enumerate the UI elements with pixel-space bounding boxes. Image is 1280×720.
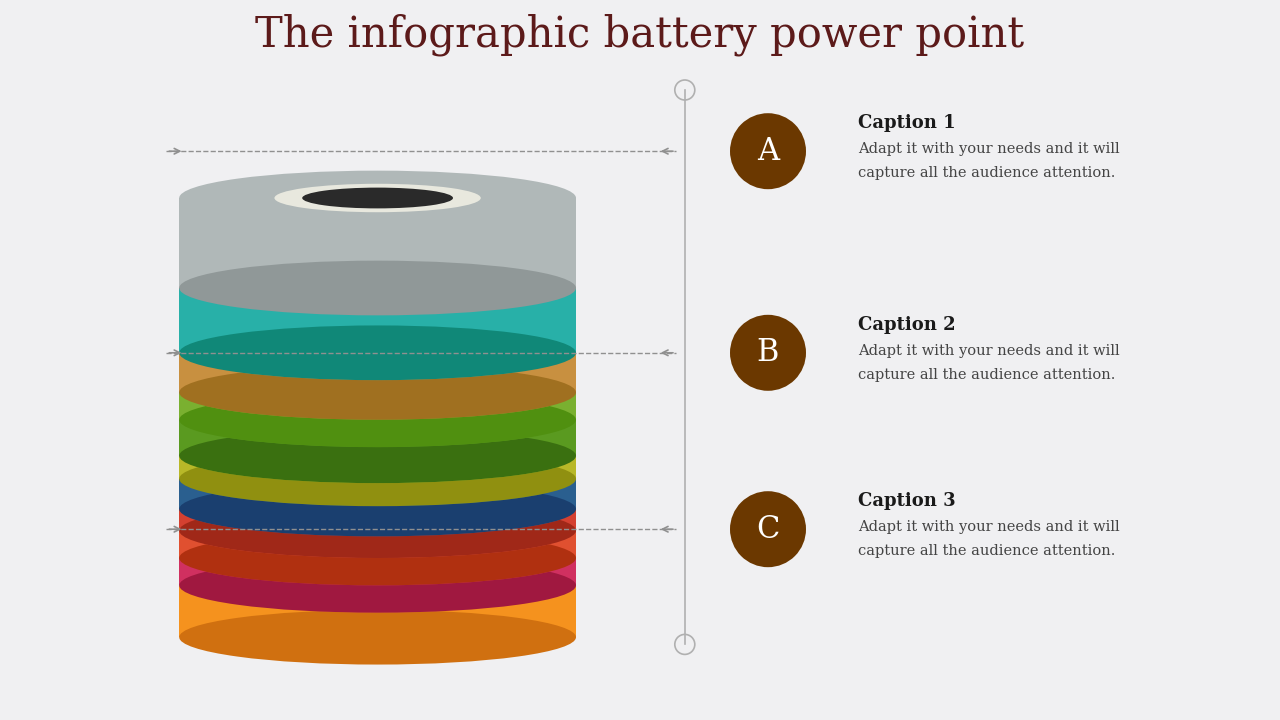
Polygon shape — [179, 392, 576, 420]
Polygon shape — [179, 288, 576, 353]
Ellipse shape — [179, 503, 576, 558]
Ellipse shape — [179, 392, 576, 447]
Circle shape — [730, 315, 806, 391]
Ellipse shape — [179, 531, 576, 585]
Ellipse shape — [274, 184, 481, 212]
Text: Caption 2: Caption 2 — [858, 316, 955, 334]
Text: B: B — [756, 337, 780, 369]
Polygon shape — [179, 531, 576, 558]
Ellipse shape — [179, 261, 576, 315]
Ellipse shape — [179, 451, 576, 506]
Ellipse shape — [179, 482, 576, 536]
Ellipse shape — [179, 325, 576, 380]
Ellipse shape — [179, 365, 576, 420]
Ellipse shape — [179, 325, 576, 380]
Ellipse shape — [179, 482, 576, 536]
Text: capture all the audience attention.: capture all the audience attention. — [858, 166, 1115, 180]
Ellipse shape — [179, 558, 576, 613]
Ellipse shape — [302, 188, 453, 208]
Polygon shape — [179, 479, 576, 509]
Ellipse shape — [179, 171, 576, 225]
Ellipse shape — [179, 428, 576, 483]
Text: Adapt it with your needs and it will: Adapt it with your needs and it will — [858, 142, 1119, 156]
Ellipse shape — [179, 365, 576, 420]
Ellipse shape — [179, 503, 576, 558]
Text: Adapt it with your needs and it will: Adapt it with your needs and it will — [858, 343, 1119, 358]
Circle shape — [730, 491, 806, 567]
Text: C: C — [756, 513, 780, 545]
Polygon shape — [179, 558, 576, 585]
Text: Caption 3: Caption 3 — [858, 492, 955, 510]
Text: Adapt it with your needs and it will: Adapt it with your needs and it will — [858, 520, 1119, 534]
Ellipse shape — [179, 392, 576, 447]
Text: The infographic battery power point: The infographic battery power point — [256, 14, 1024, 56]
Circle shape — [730, 113, 806, 189]
Polygon shape — [179, 509, 576, 531]
Ellipse shape — [179, 428, 576, 483]
Text: A: A — [756, 135, 780, 167]
Polygon shape — [179, 198, 576, 288]
Ellipse shape — [179, 531, 576, 585]
Text: capture all the audience attention.: capture all the audience attention. — [858, 544, 1115, 558]
Polygon shape — [179, 420, 576, 456]
Ellipse shape — [179, 610, 576, 665]
Text: Caption 1: Caption 1 — [858, 114, 955, 132]
Ellipse shape — [179, 451, 576, 506]
Polygon shape — [179, 353, 576, 392]
Text: capture all the audience attention.: capture all the audience attention. — [858, 368, 1115, 382]
Ellipse shape — [179, 261, 576, 315]
Ellipse shape — [179, 558, 576, 613]
Polygon shape — [179, 456, 576, 479]
Polygon shape — [179, 585, 576, 637]
